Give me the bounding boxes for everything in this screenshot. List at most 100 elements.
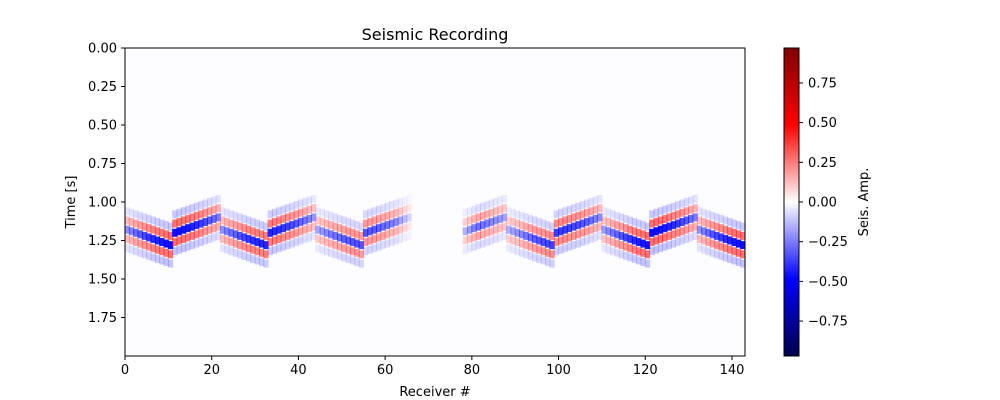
trace-sample — [302, 234, 308, 243]
trace-sample — [401, 233, 408, 242]
trace-sample — [215, 213, 221, 222]
trace-sample — [228, 238, 234, 247]
trace-sample — [267, 219, 273, 228]
x-tick-label: 60 — [377, 363, 394, 378]
seismic-traces — [125, 194, 745, 268]
trace-sample — [310, 194, 317, 203]
trace-sample — [484, 210, 490, 219]
trace-sample — [349, 238, 356, 247]
trace-sample — [709, 221, 716, 230]
colorbar-tick-label: −0.75 — [808, 315, 848, 330]
trace-sample — [341, 253, 347, 262]
trace-sample — [722, 225, 729, 234]
trace-sample — [271, 236, 278, 245]
trace-sample — [675, 219, 681, 228]
trace-sample — [705, 228, 711, 237]
trace-sample — [150, 253, 156, 262]
trace-sample — [718, 251, 724, 260]
trace-sample — [514, 228, 521, 237]
trace-sample — [267, 210, 273, 219]
trace-sample — [696, 244, 703, 253]
trace-sample — [649, 238, 655, 247]
trace-sample — [714, 222, 720, 231]
trace-sample — [176, 245, 182, 254]
trace-sample — [241, 233, 247, 242]
trace-sample — [627, 244, 633, 253]
trace-sample — [727, 227, 733, 236]
trace-sample — [319, 245, 325, 254]
trace-sample — [406, 204, 412, 213]
trace-sample — [332, 241, 338, 250]
trace-sample — [571, 241, 577, 250]
trace-sample — [224, 236, 230, 245]
y-axis-label: Time [s] — [64, 176, 79, 230]
trace-sample — [310, 204, 317, 213]
trace-sample — [397, 234, 403, 243]
trace-sample — [471, 205, 477, 214]
trace-sample — [293, 210, 299, 219]
trace-sample — [245, 225, 252, 234]
trace-sample — [709, 230, 716, 239]
trace-sample — [211, 205, 217, 214]
trace-sample — [588, 216, 594, 225]
trace-sample — [315, 225, 321, 234]
plot-area — [124, 47, 746, 357]
trace-sample — [354, 258, 360, 267]
trace-sample — [605, 218, 612, 227]
trace-sample — [150, 234, 156, 243]
trace-sample — [354, 239, 360, 248]
trace-sample — [614, 239, 620, 248]
trace-sample — [297, 208, 304, 217]
trace-sample — [198, 201, 204, 210]
trace-sample — [683, 198, 690, 206]
trace-sample — [640, 258, 646, 267]
trace-sample — [276, 216, 282, 225]
trace-sample — [146, 233, 152, 242]
trace-sample — [657, 225, 664, 234]
trace-sample — [258, 221, 265, 230]
trace-sample — [493, 216, 499, 225]
trace-sample — [562, 244, 568, 253]
trace-sample — [172, 247, 178, 256]
trace-sample — [462, 245, 469, 254]
trace-sample — [125, 244, 130, 253]
trace-sample — [219, 225, 226, 234]
trace-sample — [315, 234, 321, 243]
trace-sample — [141, 231, 148, 240]
trace-sample — [705, 238, 711, 247]
trace-sample — [549, 241, 555, 250]
trace-sample — [315, 207, 321, 216]
trace-sample — [206, 198, 213, 206]
trace-sample — [198, 219, 204, 228]
trace-sample — [219, 244, 226, 253]
trace-sample — [588, 198, 594, 206]
trace-sample — [189, 231, 195, 240]
trace-sample — [696, 225, 703, 234]
trace-sample — [219, 216, 226, 225]
trace-sample — [480, 202, 486, 211]
trace-sample — [237, 250, 243, 259]
trace-sample — [367, 218, 373, 227]
trace-sample — [336, 251, 343, 260]
trace-sample — [675, 210, 681, 219]
trace-sample — [250, 218, 256, 227]
trace-sample — [467, 234, 473, 243]
trace-sample — [219, 234, 226, 243]
trace-sample — [215, 204, 221, 213]
trace-sample — [553, 219, 560, 228]
trace-sample — [579, 201, 586, 210]
trace-sample — [202, 236, 208, 245]
trace-sample — [631, 236, 638, 245]
trace-sample — [740, 241, 745, 250]
trace-sample — [150, 244, 156, 253]
trace-sample — [336, 233, 343, 242]
trace-sample — [354, 221, 360, 230]
trace-sample — [267, 238, 273, 247]
trace-sample — [475, 222, 482, 231]
trace-sample — [141, 250, 148, 259]
trace-sample — [618, 213, 625, 222]
trace-sample — [302, 216, 308, 225]
trace-sample — [735, 239, 742, 248]
trace-sample — [532, 253, 538, 262]
trace-sample — [497, 214, 503, 223]
